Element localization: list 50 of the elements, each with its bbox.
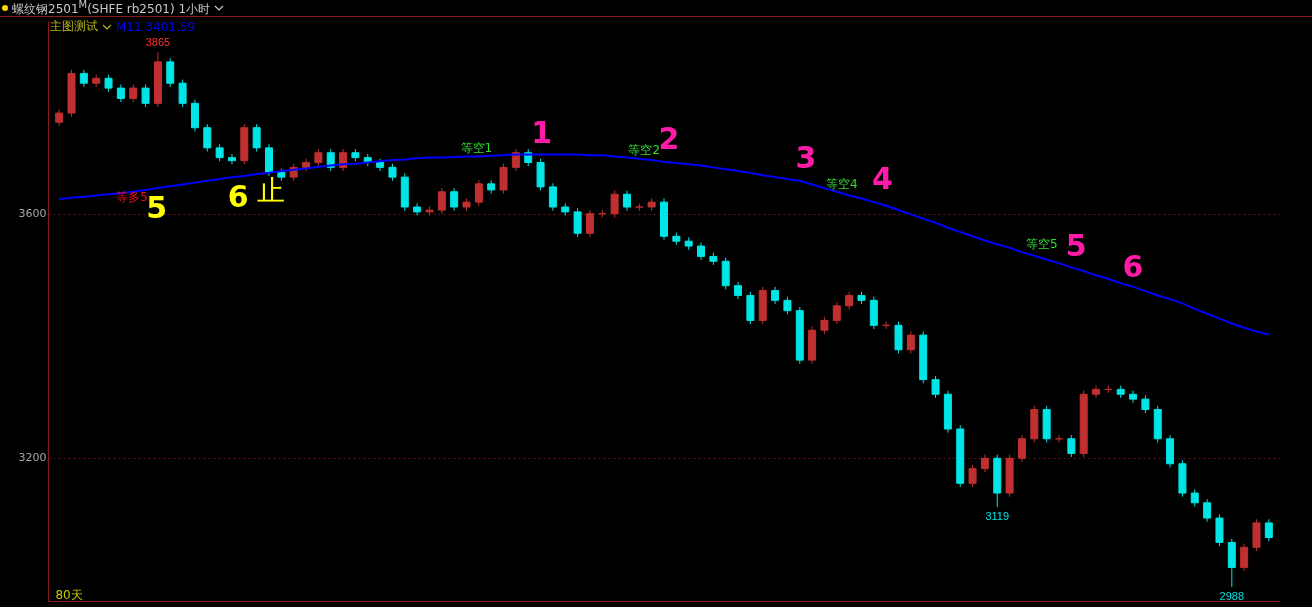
annotation: 等空2 — [628, 143, 661, 158]
annotation: 2 — [658, 120, 680, 156]
annotation: 等空1 — [460, 140, 493, 155]
candlestick — [585, 209, 594, 238]
candlestick — [203, 123, 212, 153]
candlestick — [1092, 385, 1101, 399]
candlestick — [1264, 518, 1273, 542]
candlestick — [141, 83, 150, 108]
annotation: 3865 — [145, 36, 171, 49]
candlestick — [227, 153, 236, 165]
candlestick — [166, 57, 175, 88]
y-tick-label: 3200 — [18, 451, 47, 465]
candlestick — [622, 190, 631, 212]
candlestick — [178, 79, 187, 108]
annotation: 等多5 — [116, 189, 148, 204]
annotation: 5 — [1065, 228, 1087, 264]
annotation: 5 — [146, 189, 168, 225]
annotation: 6 — [1122, 249, 1144, 284]
candlestick — [1240, 543, 1249, 572]
annotation: 4 — [872, 161, 893, 197]
annotation: 1 — [531, 115, 553, 151]
annotation: 3119 — [985, 510, 1010, 523]
candlestick — [1129, 390, 1138, 404]
candlestick — [252, 123, 261, 153]
candlestick — [548, 182, 557, 212]
annotation: 80天 — [55, 587, 83, 602]
candlestick — [968, 464, 977, 488]
candlestick — [906, 330, 915, 354]
candlestick — [573, 207, 582, 238]
candlestick — [499, 163, 508, 195]
candlestick — [474, 179, 483, 207]
candlestick — [437, 187, 446, 215]
candlestick — [931, 375, 940, 399]
annotation: 2988 — [1219, 589, 1245, 602]
chart-title: 螺纹钢2501$^{M}$(SHFE rb2501) 1小时 — [12, 0, 211, 18]
annotation: 3 — [795, 140, 817, 176]
annotation: 等空4 — [825, 176, 858, 191]
annotation: 等空5 — [1025, 237, 1058, 252]
annotation: 6 — [227, 178, 249, 214]
candlestick — [1067, 434, 1076, 458]
y-tick-label: 3600 — [18, 207, 47, 221]
candlestick — [610, 190, 619, 218]
candlestick — [1017, 434, 1026, 463]
chart-subtitle: 主图测试 — [50, 18, 98, 35]
candlestick — [413, 202, 422, 217]
candlestick — [450, 187, 459, 212]
text: M11 3401.59 — [116, 19, 196, 34]
candlestick — [1203, 498, 1212, 523]
candlestick — [832, 301, 841, 325]
annotation: 止 — [257, 173, 286, 207]
